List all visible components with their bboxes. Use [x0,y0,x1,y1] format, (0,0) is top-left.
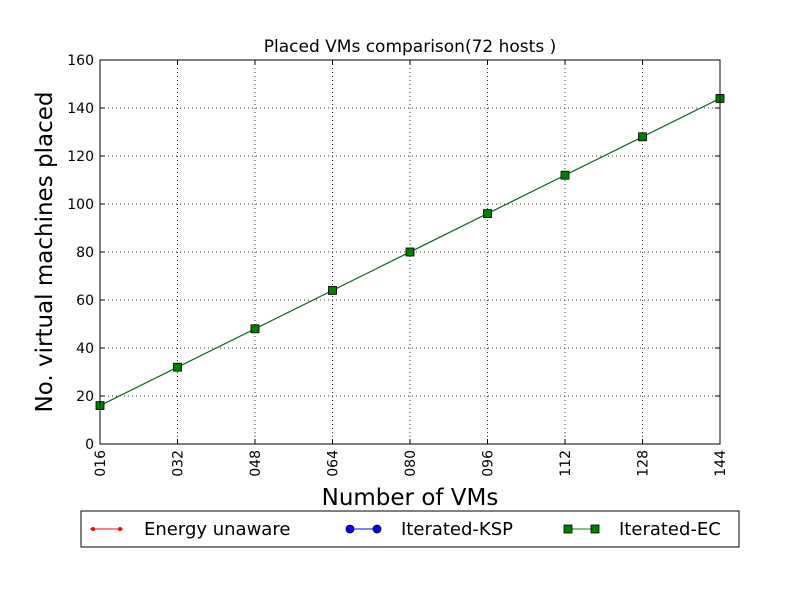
data-point [638,132,647,142]
legend-frame [80,510,740,548]
legend-marker [563,524,573,534]
y-tick-label: 80 [76,245,94,261]
data-point [405,247,415,257]
x-tick-label: 112 [558,450,574,477]
y-tick-label: 100 [67,197,94,213]
chart-title: Placed VMs comparison(72 hosts ) [264,37,556,57]
x-axis-label: Number of VMs [322,485,499,511]
y-tick-label: 60 [76,293,94,309]
y-axis-label: No. virtual machines placed [32,92,58,413]
legend-marker [590,524,600,534]
x-tick-label: 016 [93,450,109,477]
x-tick-label: 080 [403,450,419,477]
axes: 0 20 40 60 80 100 120 140 160 016 032 048 064 080 096 1… [67,53,729,477]
legend-item: Iterated-KSP [345,519,513,540]
data-point [173,362,182,372]
legend: Energy unaware Iterated-KSP Iterated-EC [80,510,740,548]
y-tick-label: 120 [67,149,94,165]
series-iterated-ec [95,94,725,411]
legend-marker [345,524,355,534]
x-tick-label: 064 [326,450,342,477]
legend-label: Energy unaware [144,519,290,540]
x-tick-label: 048 [248,450,264,477]
data-point [250,324,260,334]
legend-label: Iterated-KSP [401,519,513,540]
y-tick-label: 140 [67,101,94,117]
data-point [560,170,570,180]
legend-marker [118,527,122,531]
data-point [328,285,337,295]
legend-label: Iterated-EC [619,519,721,540]
y-tick-label: 20 [76,389,94,405]
legend-item: Iterated-EC [563,519,721,540]
y-tick-label: 160 [67,53,94,69]
x-tick-label: 144 [713,450,729,477]
x-tick-label: 096 [481,450,497,477]
legend-item: Energy unaware [90,519,290,540]
x-tick-label: 032 [171,450,187,477]
legend-marker [91,527,95,531]
y-tick-label: 40 [76,341,94,357]
x-tick-label: 128 [636,450,652,477]
data-point [483,209,492,219]
series-layer [95,94,725,411]
y-tick-label: 0 [85,437,94,453]
legend-marker [372,524,382,534]
